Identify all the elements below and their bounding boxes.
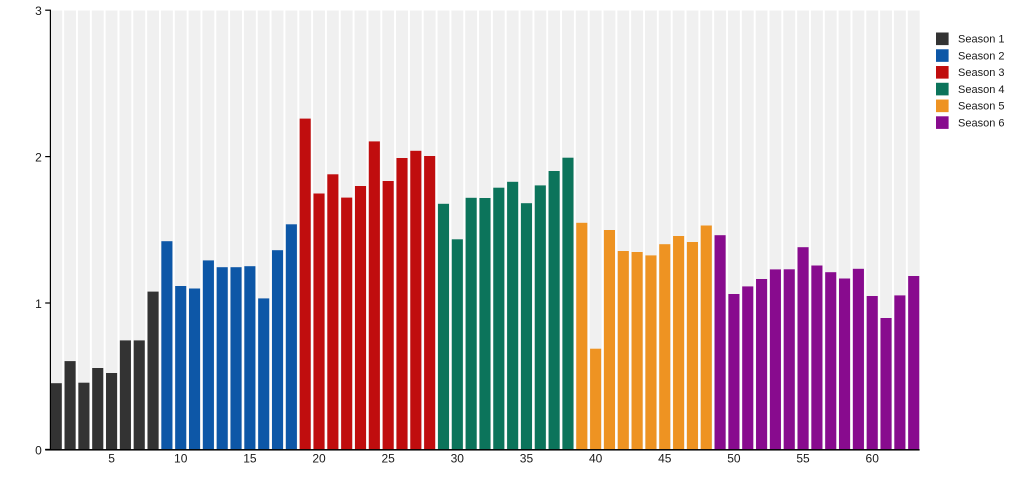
svg-text:2: 2 bbox=[35, 151, 42, 165]
svg-text:Season 6: Season 6 bbox=[958, 117, 1004, 129]
svg-text:1: 1 bbox=[35, 297, 42, 311]
svg-text:3: 3 bbox=[35, 4, 42, 18]
svg-text:Season 4: Season 4 bbox=[958, 84, 1004, 96]
svg-text:5: 5 bbox=[108, 452, 115, 466]
svg-text:Season 2: Season 2 bbox=[958, 50, 1004, 62]
svg-text:40: 40 bbox=[589, 452, 603, 466]
svg-text:55: 55 bbox=[796, 452, 810, 466]
svg-text:25: 25 bbox=[381, 452, 395, 466]
svg-text:45: 45 bbox=[658, 452, 672, 466]
svg-text:35: 35 bbox=[520, 452, 534, 466]
svg-text:10: 10 bbox=[174, 452, 188, 466]
svg-text:60: 60 bbox=[866, 452, 880, 466]
svg-text:20: 20 bbox=[312, 452, 326, 466]
svg-text:30: 30 bbox=[451, 452, 465, 466]
svg-text:Season 3: Season 3 bbox=[958, 67, 1004, 79]
svg-text:50: 50 bbox=[727, 452, 741, 466]
svg-text:15: 15 bbox=[243, 452, 257, 466]
svg-text:Season 1: Season 1 bbox=[958, 34, 1004, 46]
svg-text:Season 5: Season 5 bbox=[958, 101, 1004, 113]
svg-text:0: 0 bbox=[35, 443, 42, 457]
